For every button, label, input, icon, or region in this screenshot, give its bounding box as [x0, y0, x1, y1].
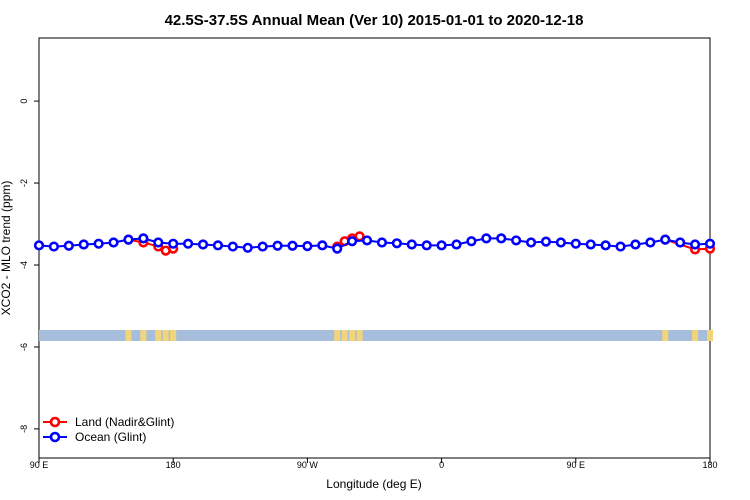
y-tick-label: -6	[19, 343, 29, 351]
point	[555, 237, 566, 248]
point	[138, 233, 149, 244]
land-patch	[162, 330, 169, 341]
point	[496, 233, 507, 244]
point	[421, 240, 432, 251]
point	[376, 237, 388, 248]
x-tick-label: 90 E	[30, 460, 49, 470]
legend-label: Ocean (Glint)	[75, 430, 146, 444]
x-axis-label: Longitude (deg E)	[326, 477, 421, 491]
surface-strip	[39, 330, 710, 341]
land-patch	[356, 330, 363, 341]
x-tick-label: 180	[702, 460, 717, 470]
land-patch	[707, 330, 713, 341]
point	[108, 237, 119, 248]
point	[585, 239, 596, 250]
point	[704, 238, 716, 249]
chart-title: 42.5S-37.5S Annual Mean (Ver 10) 2015-01…	[165, 12, 584, 29]
point	[93, 238, 104, 249]
legend-label: Land (Nadir&Glint)	[75, 415, 174, 429]
point	[48, 241, 60, 252]
point	[63, 240, 74, 251]
land-patch	[662, 330, 669, 341]
point	[242, 242, 253, 253]
point	[525, 237, 537, 248]
point	[675, 237, 686, 248]
land-patch	[170, 330, 177, 341]
point	[347, 236, 358, 247]
point	[197, 239, 209, 250]
point	[168, 238, 179, 249]
y-tick-label: 0	[19, 99, 29, 104]
point	[645, 237, 656, 248]
point	[272, 240, 283, 251]
land-patch	[334, 330, 341, 341]
point	[391, 238, 402, 249]
land-patch	[140, 330, 147, 341]
land-patch	[349, 330, 356, 341]
point	[183, 238, 194, 249]
point	[570, 238, 581, 249]
land-patch	[341, 330, 348, 341]
y-tick-label: -2	[19, 179, 29, 187]
legend-marker	[49, 416, 61, 428]
point	[600, 240, 611, 251]
point	[317, 240, 328, 251]
point	[540, 236, 552, 247]
point	[436, 240, 447, 251]
point	[689, 239, 701, 250]
x-tick-label: 90 E	[567, 460, 586, 470]
point	[227, 241, 238, 252]
point	[123, 234, 134, 245]
point	[361, 235, 373, 246]
point	[33, 240, 45, 251]
land-patch	[125, 330, 132, 341]
point	[153, 237, 164, 248]
point	[287, 240, 298, 251]
point	[511, 235, 522, 246]
series-line	[38, 237, 711, 250]
point	[332, 243, 343, 254]
point	[615, 241, 626, 252]
point	[630, 239, 641, 250]
y-tick-label: -8	[19, 425, 29, 433]
point	[466, 236, 477, 247]
point	[257, 241, 268, 252]
land-patch	[155, 330, 162, 341]
x-tick-label: 90 W	[297, 460, 319, 470]
point	[406, 239, 417, 250]
x-tick-label: 180	[166, 460, 181, 470]
y-axis-label: XCO2 - MLO trend (ppm)	[0, 181, 13, 316]
point	[78, 239, 89, 250]
x-tick-label: 0	[439, 460, 444, 470]
point	[481, 233, 492, 244]
point	[660, 234, 671, 245]
y-tick-label: -4	[19, 261, 29, 269]
point	[212, 240, 224, 251]
point	[302, 241, 313, 252]
point	[451, 239, 462, 250]
legend-marker	[49, 431, 61, 443]
land-patch	[692, 330, 699, 341]
